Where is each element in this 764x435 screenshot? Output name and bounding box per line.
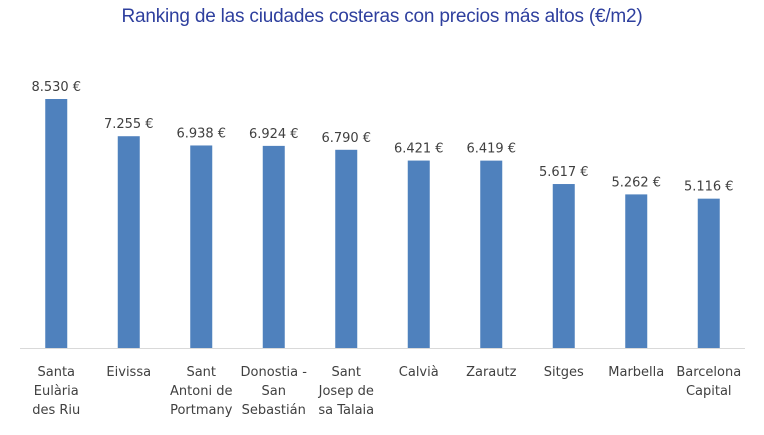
category-label: Zarautz	[466, 365, 517, 380]
bar	[552, 184, 575, 348]
bar-value-label: 6.419 €	[466, 142, 516, 157]
category-label: Sant Josep de sa Talaia	[318, 365, 375, 418]
bar	[480, 160, 503, 348]
labels-layer: 8.530 € Santa Eulària des Riu 7.255 € Eivissa…	[31, 80, 741, 418]
bar	[407, 160, 430, 348]
bar-value-label: 8.530 €	[31, 80, 81, 95]
category-label: Sitges	[544, 365, 584, 380]
bar	[190, 145, 213, 348]
bar-value-label: 6.924 €	[249, 127, 299, 142]
category-label: Eivissa	[106, 365, 151, 380]
category-label: Calvià	[399, 365, 439, 380]
bar-value-label: 5.617 €	[539, 165, 589, 180]
category-label: Sant Antoni de Portmany	[170, 365, 233, 418]
bar-value-label: 5.116 €	[684, 180, 734, 195]
bar	[697, 198, 720, 348]
bar	[45, 99, 68, 348]
bar-value-label: 6.938 €	[176, 126, 226, 141]
category-label: Santa Eulària des Riu	[32, 365, 80, 418]
bar	[625, 194, 648, 348]
bar-value-label: 5.262 €	[611, 175, 661, 190]
bar	[262, 145, 285, 348]
bars-layer	[45, 99, 720, 348]
category-label: Barcelona Capital	[676, 365, 741, 399]
bar-value-label: 6.790 €	[321, 131, 371, 146]
bar-value-label: 6.421 €	[394, 142, 444, 157]
category-label: Donostia -San Sebastián	[241, 365, 308, 418]
chart-title: Ranking de las ciudades costeras con pre…	[121, 6, 643, 27]
category-label: Marbella	[608, 365, 664, 380]
bar	[117, 136, 140, 348]
bar	[335, 149, 358, 348]
bar-value-label: 7.255 €	[104, 117, 154, 132]
